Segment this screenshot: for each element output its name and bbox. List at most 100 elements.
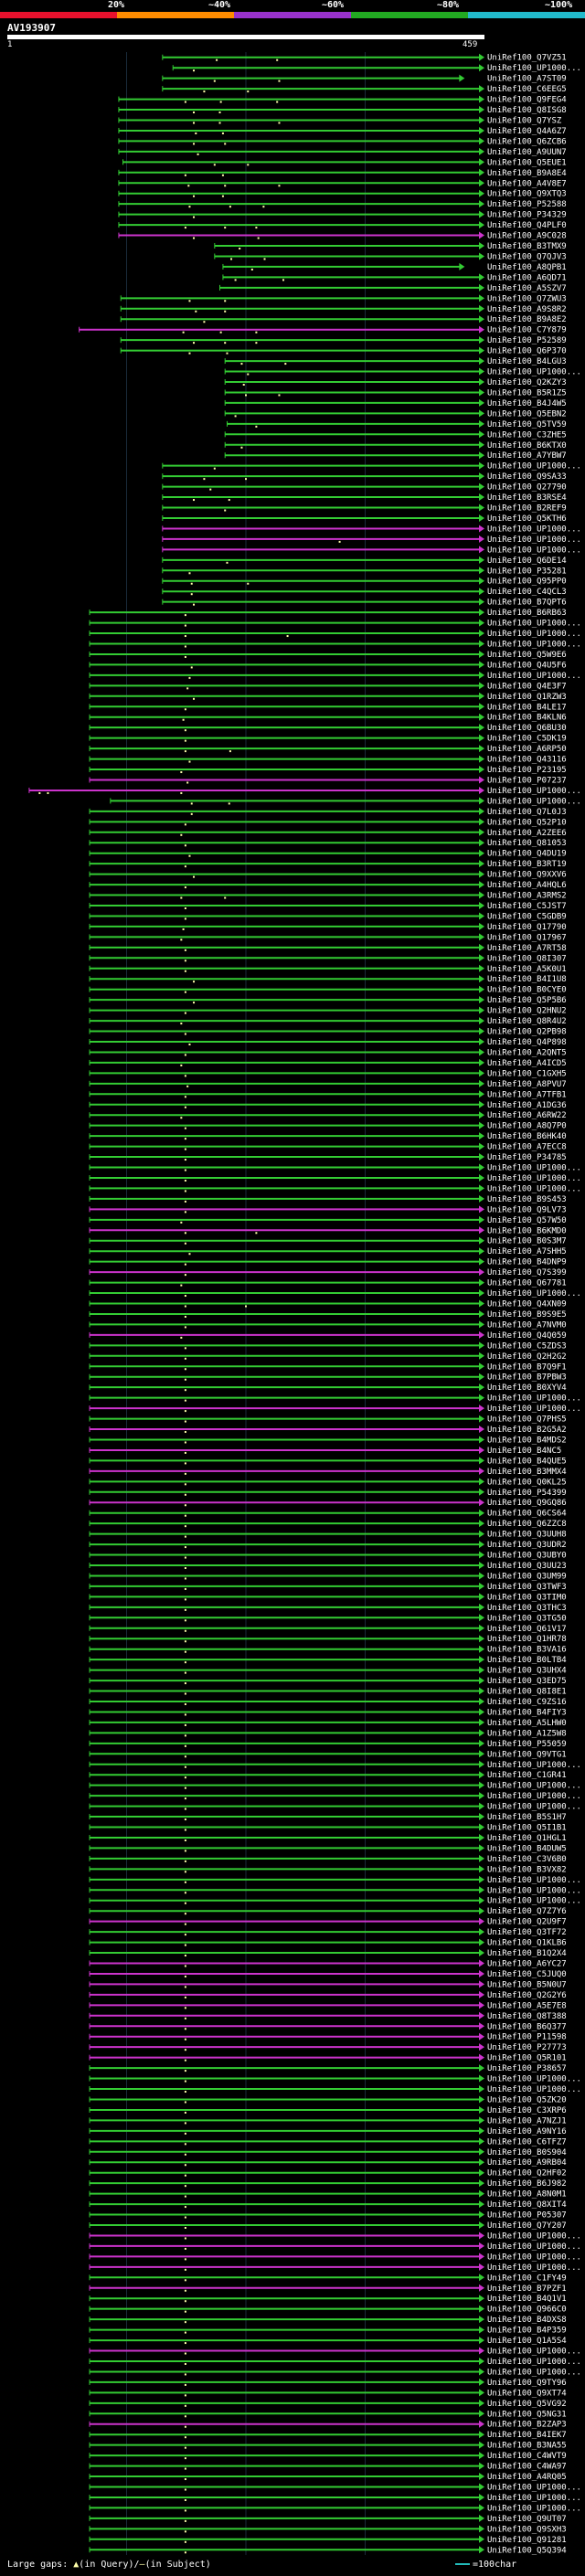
hit-row[interactable]: UniRef100_P05307 — [89, 2210, 567, 2221]
hit-label[interactable]: UniRef100_B4MDS2 — [487, 1436, 567, 1445]
hit-label[interactable]: UniRef100_A6QD71 — [487, 273, 567, 282]
hit-label[interactable]: UniRef100_B4LGU3 — [487, 357, 567, 366]
hit-label[interactable]: UniRef100_Q7QJV3 — [487, 252, 567, 261]
hit-label[interactable]: UniRef100_B1Q2X4 — [487, 1949, 567, 1958]
hit-label[interactable]: UniRef100_B0LTB4 — [487, 1656, 567, 1665]
hit-row[interactable]: UniRef100_Q2HF02 — [89, 2168, 567, 2178]
hit-label[interactable]: UniRef100_UP1000... — [487, 1184, 581, 1193]
hit-row[interactable]: UniRef100_Q61V17 — [89, 1624, 567, 1634]
hit-label[interactable]: UniRef100_B6KTX0 — [487, 441, 567, 451]
hit-row[interactable]: UniRef100_UP1000... — [89, 1163, 581, 1173]
hit-row[interactable]: UniRef100_Q3TG50 — [89, 1614, 567, 1623]
hit-row[interactable]: UniRef100_A1Z5W8 — [89, 1729, 567, 1738]
hit-row[interactable]: UniRef100_A5K0U1 — [89, 964, 567, 974]
hit-row[interactable]: UniRef100_Q3UU23 — [89, 1562, 567, 1571]
hit-label[interactable]: UniRef100_B3RT19 — [487, 860, 567, 869]
hit-row[interactable]: UniRef100_Q27790 — [162, 482, 567, 493]
hit-label[interactable]: UniRef100_UP1000... — [487, 1761, 581, 1770]
hit-label[interactable]: UniRef100_Q8ISG8 — [487, 106, 567, 115]
hit-label[interactable]: UniRef100_Q5P5B6 — [487, 996, 567, 1005]
hit-label[interactable]: UniRef100_UP1000... — [487, 2242, 581, 2252]
hit-row[interactable]: UniRef100_Q7VZ51 — [162, 53, 567, 63]
hit-label[interactable]: UniRef100_Q61V17 — [487, 1625, 567, 1634]
hit-row[interactable]: UniRef100_Q1HGL1 — [89, 1833, 567, 1843]
hit-row[interactable]: UniRef100_UP1000... — [89, 640, 581, 650]
hit-row[interactable]: UniRef100_C1GR41 — [89, 1771, 567, 1780]
hit-row[interactable]: UniRef100_Q5Q394 — [89, 2546, 567, 2555]
hit-label[interactable]: UniRef100_Q8I307 — [487, 954, 567, 963]
hit-row[interactable]: UniRef100_UP1000... — [89, 1289, 581, 1299]
hit-row[interactable]: UniRef100_P52589 — [120, 336, 567, 345]
hit-row[interactable]: UniRef100_P34785 — [89, 1153, 567, 1162]
hit-label[interactable]: UniRef100_Q27790 — [487, 483, 567, 493]
hit-row[interactable]: UniRef100_Q4A6Z7 — [118, 126, 567, 136]
hit-row[interactable]: UniRef100_Q4Q059 — [89, 1330, 567, 1341]
hit-label[interactable]: UniRef100_Q5W9E6 — [487, 651, 567, 660]
hit-row[interactable]: UniRef100_Q5EUE1 — [122, 158, 567, 167]
hit-label[interactable]: UniRef100_Q0KL25 — [487, 1478, 567, 1487]
hit-row[interactable]: UniRef100_Q3THC3 — [89, 1603, 567, 1613]
hit-label[interactable]: UniRef100_Q8T388 — [487, 2012, 567, 2021]
hit-row[interactable]: UniRef100_Q6ZZC8 — [89, 1520, 567, 1529]
hit-row[interactable]: UniRef100_UP1000... — [89, 2368, 581, 2377]
hit-label[interactable]: UniRef100_B5R1Z5 — [487, 388, 567, 398]
hit-label[interactable]: UniRef100_Q1HR78 — [487, 1635, 567, 1644]
hit-label[interactable]: UniRef100_B4DNP9 — [487, 1258, 567, 1267]
hit-label[interactable]: UniRef100_Q2PB98 — [487, 1028, 567, 1037]
hit-label[interactable]: UniRef100_A8N0M1 — [487, 2190, 567, 2200]
hit-label[interactable]: UniRef100_C9ZS16 — [487, 1698, 567, 1707]
hit-label[interactable]: UniRef100_P05307 — [487, 2211, 567, 2221]
hit-row[interactable]: UniRef100_Q7ZWU3 — [120, 294, 567, 303]
hit-row[interactable]: UniRef100_Q3ED75 — [89, 1677, 567, 1686]
hit-label[interactable]: UniRef100_Q9SA33 — [487, 472, 567, 482]
hit-label[interactable]: UniRef100_B4Q1V1 — [487, 2295, 567, 2304]
hit-row[interactable]: UniRef100_Q2H2G2 — [89, 1352, 567, 1362]
hit-row[interactable]: UniRef100_P54399 — [89, 1488, 567, 1498]
hit-label[interactable]: UniRef100_P52589 — [487, 336, 567, 345]
hit-label[interactable]: UniRef100_Q2G2Y6 — [487, 1991, 567, 2000]
hit-row[interactable]: UniRef100_A7TFB1 — [89, 1090, 567, 1099]
hit-label[interactable]: UniRef100_A8Q7P0 — [487, 1122, 567, 1131]
hit-row[interactable]: UniRef100_P34329 — [118, 210, 567, 220]
hit-label[interactable]: UniRef100_Q3TF72 — [487, 1928, 567, 1937]
hit-label[interactable]: UniRef100_Q4Q059 — [487, 1331, 567, 1341]
hit-label[interactable]: UniRef100_B4KLN6 — [487, 714, 567, 723]
hit-label[interactable]: UniRef100_UP1000... — [487, 1886, 581, 1895]
hit-row[interactable]: UniRef100_A7NZJ1 — [89, 2116, 567, 2125]
hit-row[interactable]: UniRef100_Q9XTQ3 — [118, 189, 567, 199]
hit-label[interactable]: UniRef100_B4DUW5 — [487, 1844, 567, 1853]
hit-row[interactable]: UniRef100_B4J4W5 — [224, 398, 567, 408]
hit-row[interactable]: UniRef100_P55059 — [89, 1739, 567, 1749]
hit-label[interactable]: UniRef100_A7ST09 — [487, 75, 567, 84]
hit-label[interactable]: UniRef100_A5K0U1 — [487, 965, 567, 974]
hit-label[interactable]: UniRef100_A6YC27 — [487, 1959, 567, 1968]
hit-label[interactable]: UniRef100_P35281 — [487, 567, 567, 576]
hit-label[interactable]: UniRef100_A7YBW7 — [487, 451, 567, 461]
hit-label[interactable]: UniRef100_UP1000... — [487, 2231, 581, 2241]
hit-label[interactable]: UniRef100_B5S1H7 — [487, 1813, 567, 1822]
hit-row[interactable]: UniRef100_Q1RZW3 — [89, 692, 567, 702]
hit-row[interactable]: UniRef100_Q9VTG1 — [89, 1750, 567, 1759]
hit-label[interactable]: UniRef100_C4WVT9 — [487, 2452, 567, 2461]
hit-label[interactable]: UniRef100_P34785 — [487, 1153, 567, 1162]
hit-row[interactable]: UniRef100_Q7PHS5 — [89, 1415, 567, 1425]
hit-label[interactable]: UniRef100_Q7S399 — [487, 1268, 567, 1277]
hit-row[interactable]: UniRef100_C9ZS16 — [89, 1697, 567, 1707]
hit-label[interactable]: UniRef100_UP1000... — [487, 368, 581, 377]
hit-row[interactable]: UniRef100_Q6DE14 — [162, 556, 567, 566]
hit-label[interactable]: UniRef100_Q9VTG1 — [487, 1750, 567, 1759]
hit-row[interactable]: UniRef100_C6TFZ7 — [89, 2137, 567, 2147]
hit-label[interactable]: UniRef100_C3ZHE5 — [487, 430, 567, 440]
hit-label[interactable]: UniRef100_Q6CS64 — [487, 1510, 567, 1519]
hit-row[interactable]: UniRef100_A8Q7P0 — [89, 1121, 567, 1131]
hit-label[interactable]: UniRef100_UP1000... — [487, 1405, 581, 1414]
hit-label[interactable]: UniRef100_Q6ZZC8 — [487, 1520, 567, 1529]
hit-label[interactable]: UniRef100_Q966C0 — [487, 2306, 567, 2315]
hit-row[interactable]: UniRef100_A1DG36 — [89, 1100, 567, 1110]
hit-row[interactable]: UniRef100_Q0KL25 — [89, 1478, 567, 1487]
hit-row[interactable]: UniRef100_Q4XN09 — [89, 1299, 567, 1309]
hit-row[interactable]: UniRef100_Q7Z7Y6 — [89, 1907, 567, 1916]
hit-label[interactable]: UniRef100_UP1000... — [487, 2085, 581, 2094]
hit-row[interactable]: UniRef100_Q7QJV3 — [214, 252, 567, 261]
hit-row[interactable]: UniRef100_A5E7E8 — [89, 2001, 567, 2010]
